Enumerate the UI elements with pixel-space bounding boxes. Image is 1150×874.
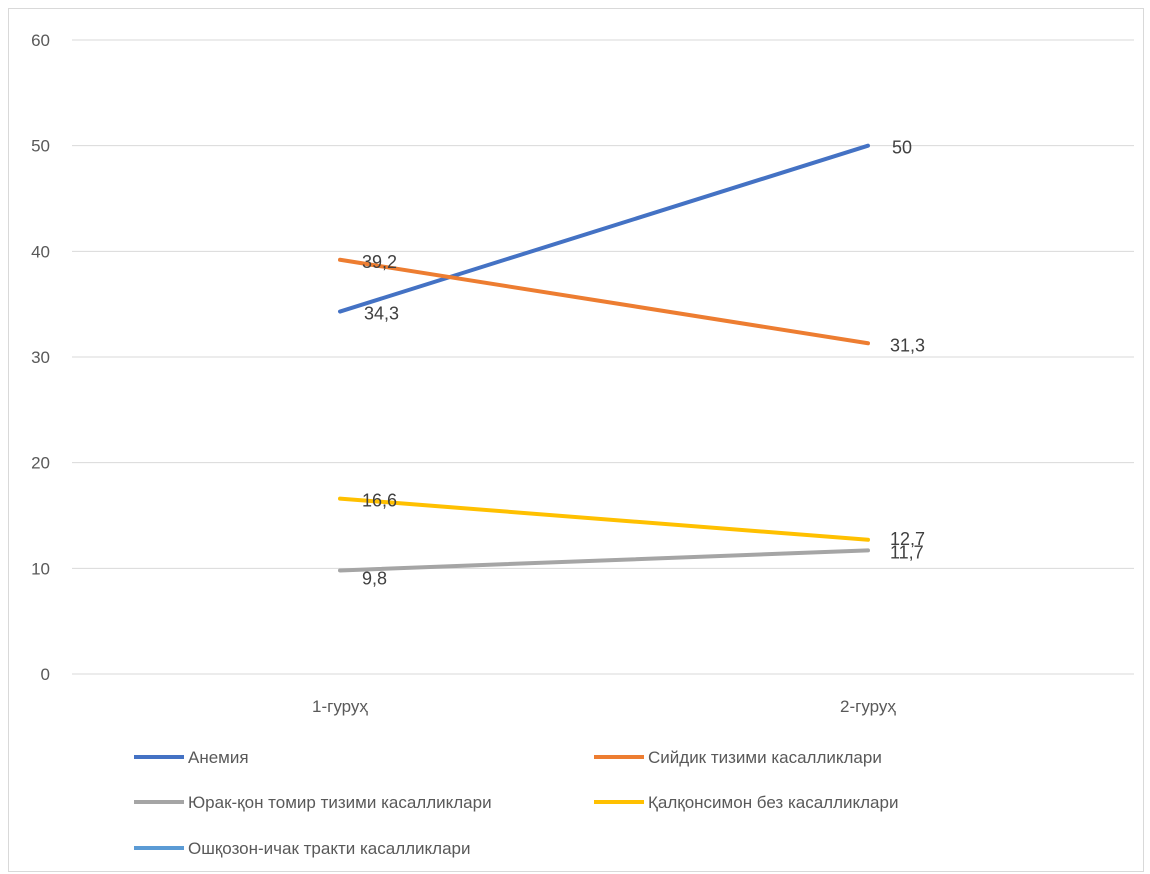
x-tick-label: 1-гуруҳ — [312, 697, 368, 716]
y-tick-label: 30 — [31, 348, 50, 367]
data-label: 50 — [892, 138, 912, 158]
data-label: 34,3 — [364, 304, 399, 324]
legend-item: Сийдик тизими касалликлари — [594, 748, 882, 767]
x-axis-tick-labels: 1-гуруҳ 2-гуруҳ — [312, 697, 896, 716]
y-tick-label: 50 — [31, 137, 50, 156]
y-tick-label: 20 — [31, 454, 50, 473]
legend: Анемия Сийдик тизими касалликлари Юрак-қон… — [134, 748, 898, 858]
gridlines — [72, 39, 1134, 675]
legend-label: Юрак-қон томир тизими касалликлари — [188, 793, 492, 812]
legend-label: Ошқозон-ичак тракти касалликлари — [188, 839, 470, 858]
y-axis-tick-labels: 0 10 20 30 40 50 60 — [31, 31, 50, 684]
data-label: 39,2 — [362, 252, 397, 272]
series-line-0 — [338, 143, 870, 314]
data-label: 9,8 — [362, 568, 387, 588]
data-labels: 34,3 50 39,2 31,3 9,8 11,7 16,6 12,7 — [362, 138, 925, 589]
legend-label: Анемия — [188, 748, 249, 767]
legend-label: Қалқонсимон без касалликлари — [648, 793, 898, 812]
y-tick-label: 60 — [31, 31, 50, 50]
legend-label: Сийдик тизими касалликлари — [648, 748, 882, 767]
legend-item: Юрак-қон томир тизими касалликлари — [134, 793, 492, 812]
y-tick-label: 0 — [41, 665, 50, 684]
data-label: 16,6 — [362, 491, 397, 511]
legend-item: Анемия — [134, 748, 249, 767]
series-lines — [338, 143, 870, 573]
legend-item: Қалқонсимон без касалликлари — [594, 793, 898, 812]
y-tick-label: 10 — [31, 559, 50, 578]
chart-frame — [8, 8, 1144, 872]
series-line-3 — [338, 496, 870, 542]
series-line-2 — [338, 548, 870, 573]
legend-item: Ошқозон-ичак тракти касалликлари — [134, 839, 470, 858]
x-tick-label: 2-гуруҳ — [840, 697, 896, 716]
data-label: 31,3 — [890, 335, 925, 355]
series-line-1 — [338, 257, 870, 346]
data-label: 12,7 — [890, 529, 925, 549]
data-label: 11,7 — [890, 542, 924, 562]
y-tick-label: 40 — [31, 242, 50, 261]
